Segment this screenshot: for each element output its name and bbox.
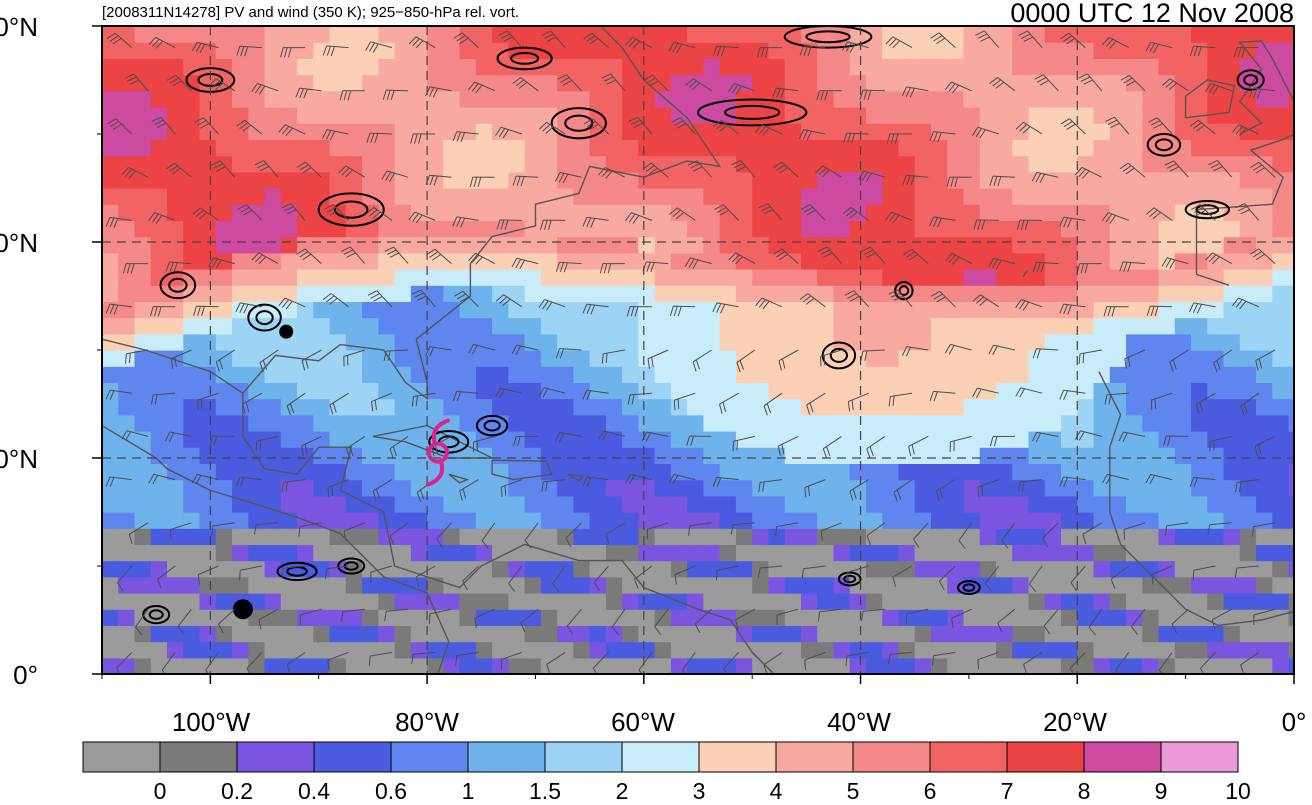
- colorbar-swatch: [699, 742, 776, 772]
- colorbar-label: 3: [693, 778, 706, 805]
- colorbar-swatch: [776, 742, 853, 772]
- colorbar-swatch: [1161, 742, 1238, 772]
- colorbar-label: 10: [1225, 778, 1251, 805]
- colorbar-swatch: [930, 742, 1007, 772]
- colorbar-swatch: [622, 742, 699, 772]
- colorbar-swatch: [160, 742, 237, 772]
- colorbar-label: 0.4: [298, 778, 330, 805]
- colorbar-label: 7: [1001, 778, 1014, 805]
- colorbar-swatch: [314, 742, 391, 772]
- colorbar-swatch: [1084, 742, 1161, 772]
- colorbar-swatch: [391, 742, 468, 772]
- colorbar-label: 4: [770, 778, 783, 805]
- colorbar-swatch: [1007, 742, 1084, 772]
- colorbar-swatch: [468, 742, 545, 772]
- colorbar-label: 0.6: [375, 778, 407, 805]
- colorbar-swatch: [237, 742, 314, 772]
- colorbar-label: 0: [154, 778, 167, 805]
- colorbar-label: 1.5: [529, 778, 561, 805]
- colorbar-label: 5: [847, 778, 860, 805]
- colorbar-swatch: [853, 742, 930, 772]
- colorbar-swatch: [83, 742, 160, 772]
- colorbar-label: 6: [924, 778, 937, 805]
- colorbar-label: 8: [1078, 778, 1091, 805]
- colorbar-label: 2: [616, 778, 629, 805]
- colorbar-swatch: [545, 742, 622, 772]
- colorbar-label: 0.2: [221, 778, 253, 805]
- colorbar-label: 9: [1155, 778, 1168, 805]
- colorbar-label: 1: [462, 778, 475, 805]
